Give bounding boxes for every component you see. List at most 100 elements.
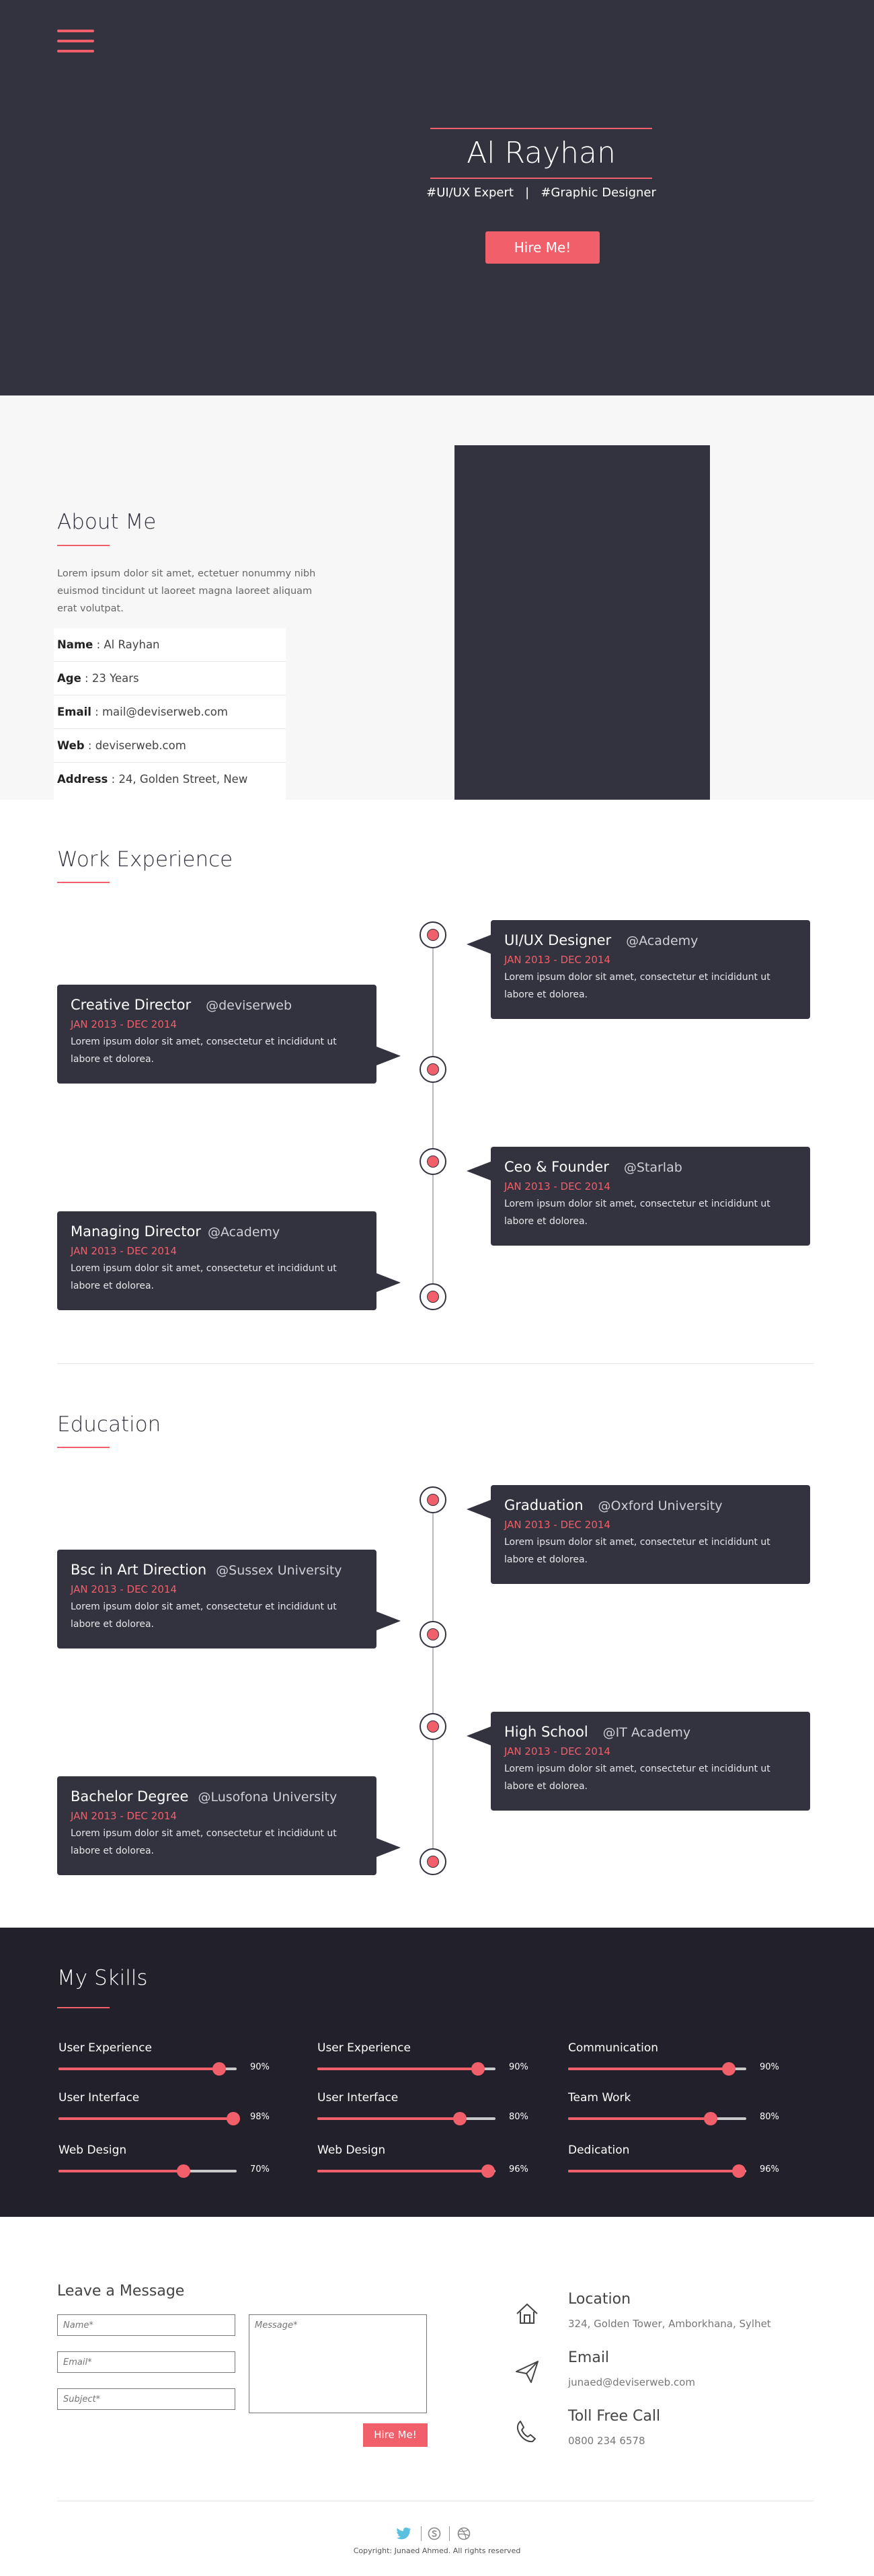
card-pointer (467, 935, 491, 954)
skill-name: User Interface (317, 2091, 399, 2105)
work-card-title: Ceo & Founder (504, 1159, 609, 1175)
skill-slider[interactable] (58, 2112, 240, 2125)
skill-slider-knob[interactable] (226, 2112, 240, 2125)
email-input[interactable] (57, 2351, 235, 2373)
work-timeline-line (432, 935, 434, 1297)
skill-slider-fill (58, 2170, 184, 2172)
timeline-dot (420, 1056, 446, 1083)
skill-percent: 80% (760, 2112, 779, 2122)
skill-slider[interactable] (317, 2164, 495, 2178)
skill-percent: 98% (250, 2112, 270, 2122)
skill-slider[interactable] (568, 2164, 746, 2178)
skill-slider[interactable] (317, 2062, 495, 2076)
skill-slider-fill (317, 2170, 489, 2172)
twitter-icon[interactable] (397, 2527, 411, 2540)
skill-slider-knob[interactable] (471, 2062, 485, 2076)
info-row-age: Age : 23 Years (54, 662, 286, 695)
skill-percent: 96% (760, 2164, 779, 2174)
timeline-dot (420, 1486, 446, 1513)
skill-slider[interactable] (317, 2112, 495, 2125)
menu-icon[interactable] (57, 30, 94, 54)
work-card-desc: Lorem ipsum dolor sit amet, consectetur … (71, 1036, 337, 1065)
work-card: UI/UX Designer @Academy JAN 2013 - DEC 20… (491, 920, 810, 1019)
education-title-underline (57, 1447, 110, 1448)
timeline-dot (420, 1283, 446, 1310)
work-card-date: JAN 2013 - DEC 2014 (504, 1180, 610, 1192)
name-input[interactable] (57, 2314, 235, 2336)
education-card-org: @Lusofona University (198, 1790, 337, 1805)
education-card-date: JAN 2013 - DEC 2014 (504, 1745, 610, 1757)
skill-slider-knob[interactable] (453, 2112, 467, 2125)
work-card-org: @Academy (208, 1225, 280, 1240)
skill-slider-knob[interactable] (721, 2062, 736, 2076)
skill-name: User Interface (58, 2091, 140, 2105)
info-row-name: Name : Al Rayhan (54, 628, 286, 662)
skill-name: User Experience (58, 2041, 152, 2055)
timeline-dot (420, 1713, 446, 1740)
work-card-org: @deviserweb (206, 998, 292, 1013)
skills-title: My Skills (57, 1966, 148, 1990)
timeline-dot (420, 1848, 446, 1875)
profile-photo (454, 445, 710, 800)
education-card-date: JAN 2013 - DEC 2014 (71, 1810, 177, 1822)
education-card: High School @IT Academy JAN 2013 - DEC 20… (491, 1712, 810, 1811)
work-card-org: @Starlab (623, 1160, 682, 1175)
message-input[interactable] (249, 2314, 427, 2413)
card-pointer (467, 1162, 491, 1180)
skill-slider-knob[interactable] (704, 2112, 717, 2125)
dribbble-icon[interactable] (457, 2527, 471, 2540)
skill-name: Dedication (568, 2144, 630, 2157)
work-card-date: JAN 2013 - DEC 2014 (504, 954, 610, 966)
education-timeline-line (432, 1500, 434, 1862)
education-card-desc: Lorem ipsum dolor sit amet, consectetur … (504, 1537, 770, 1565)
skill-slider-fill (568, 2068, 729, 2070)
skill-slider-knob[interactable] (176, 2164, 190, 2178)
education-card-title: Bachelor Degree (71, 1788, 189, 1805)
about-title: About Me (57, 510, 157, 534)
skill-slider-knob[interactable] (481, 2164, 495, 2178)
skill-percent: 96% (509, 2164, 528, 2174)
subject-input[interactable] (57, 2388, 235, 2410)
education-card: Graduation @Oxford University JAN 2013 - … (491, 1485, 810, 1584)
phone-icon (516, 2421, 536, 2443)
education-card-desc: Lorem ipsum dolor sit amet, consectetur … (71, 1828, 337, 1856)
timeline-dot (420, 1621, 446, 1648)
skill-slider[interactable] (58, 2062, 237, 2076)
email-label: Email (568, 2349, 610, 2366)
skill-name: Web Design (58, 2144, 127, 2157)
skill-slider[interactable] (568, 2112, 746, 2125)
card-pointer (376, 1273, 401, 1292)
location-value: 324, Golden Tower, Amborkhana, Sylhet (568, 2318, 771, 2330)
work-card-desc: Lorem ipsum dolor sit amet, consectetur … (504, 972, 770, 1000)
work-card: Creative Director @deviserweb JAN 2013 - … (57, 985, 376, 1084)
hire-me-button[interactable]: Hire Me! (485, 231, 600, 264)
skill-slider-fill (317, 2068, 478, 2070)
home-icon (516, 2303, 538, 2324)
skype-icon[interactable] (428, 2527, 441, 2540)
work-card-title: UI/UX Designer (504, 932, 612, 948)
contact-title: Leave a Message (57, 2283, 185, 2300)
skill-slider-knob[interactable] (212, 2062, 226, 2076)
email-value: junaed@deviserweb.com (568, 2376, 695, 2388)
info-row-web: Web : deviserweb.com (54, 729, 286, 763)
work-card-date: JAN 2013 - DEC 2014 (71, 1018, 177, 1030)
work-card-date: JAN 2013 - DEC 2014 (71, 1245, 177, 1257)
education-card-date: JAN 2013 - DEC 2014 (504, 1519, 610, 1531)
education-card-title: High School (504, 1724, 588, 1740)
education-card-date: JAN 2013 - DEC 2014 (71, 1583, 177, 1595)
education-card-org: @IT Academy (602, 1725, 691, 1740)
timeline-dot (420, 1148, 446, 1175)
skill-slider-knob[interactable] (732, 2164, 746, 2178)
work-card: Managing Director @Academy JAN 2013 - DEC… (57, 1211, 376, 1310)
hero-tagline: #UI/UX Expert | #Graphic Designer (426, 186, 656, 200)
social-separator (449, 2526, 450, 2541)
skill-slider[interactable] (568, 2062, 746, 2076)
skill-slider[interactable] (58, 2164, 237, 2178)
skill-percent: 90% (509, 2062, 528, 2072)
skills-section: My Skills User Experience 90% User Interfa… (0, 1928, 874, 2217)
card-pointer (467, 1500, 491, 1519)
skill-slider-fill (568, 2170, 740, 2172)
skill-percent: 80% (509, 2112, 528, 2122)
send-message-button[interactable]: Hire Me! (363, 2423, 428, 2447)
phone-label: Toll Free Call (568, 2408, 661, 2425)
